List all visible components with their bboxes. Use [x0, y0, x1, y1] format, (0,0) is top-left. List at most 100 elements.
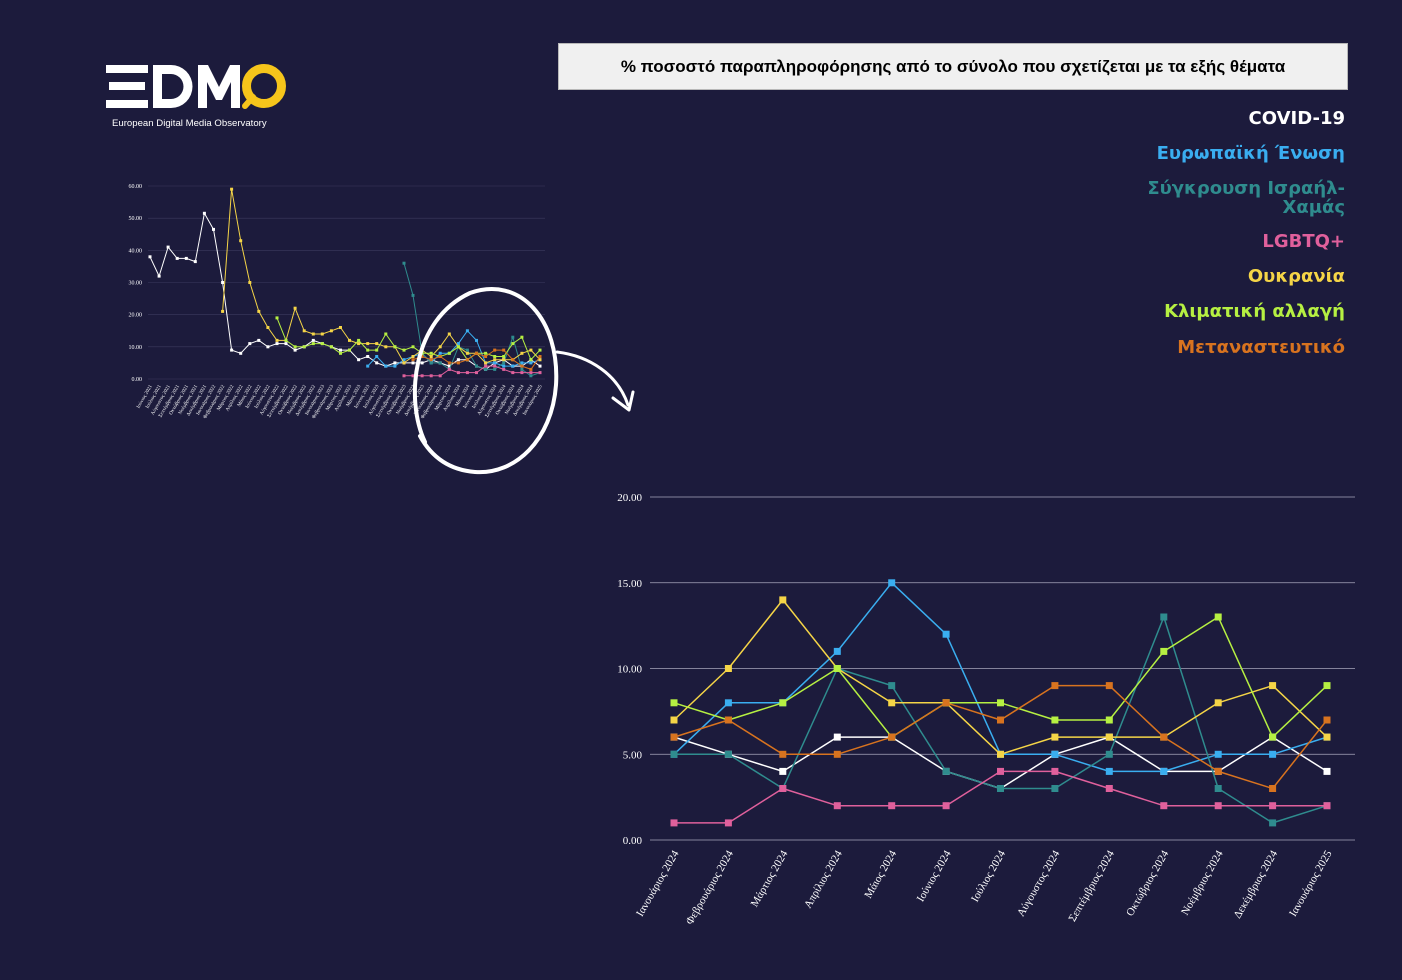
- data-point-israel-hamas: [942, 767, 950, 775]
- data-point-migration: [520, 364, 524, 368]
- chart-title: % ποσοστό παραπληροφόρησης από το σύνολο…: [620, 56, 1286, 76]
- data-point-israel-hamas: [1269, 819, 1277, 827]
- data-point-climate-change: [670, 699, 678, 707]
- data-point-covid-19: [221, 281, 225, 284]
- data-point-migration: [475, 351, 478, 355]
- data-point-lgbtq: [1214, 802, 1222, 810]
- y-tick-label: 60.00: [129, 184, 143, 190]
- data-point-climate-change: [284, 338, 288, 342]
- data-point-ukraine: [411, 355, 415, 358]
- data-point-israel-hamas: [724, 750, 732, 758]
- x-tick-label: Μάιος 2024: [862, 848, 899, 900]
- data-point-ukraine: [1105, 733, 1113, 741]
- data-point-ukraine: [447, 332, 451, 336]
- data-point-ukraine: [670, 716, 678, 724]
- data-point-lgbtq: [493, 364, 497, 368]
- y-tick-label: 15.00: [617, 578, 642, 590]
- data-point-european-union: [511, 364, 515, 368]
- pointer-arrow: [555, 350, 630, 407]
- data-point-climate-change: [1323, 682, 1331, 690]
- series-line-israel-hamas: [403, 263, 541, 377]
- data-point-covid-19: [339, 348, 342, 352]
- data-point-ukraine: [248, 281, 252, 284]
- data-point-european-union: [942, 630, 950, 638]
- data-point-climate-change: [511, 342, 515, 346]
- data-point-climate-change: [311, 342, 315, 346]
- data-point-israel-hamas: [1214, 785, 1222, 792]
- legend-item-migration: Μεταναστευτικό: [1177, 337, 1345, 358]
- logo-magnifier-handle-icon: [242, 94, 256, 109]
- data-point-ukraine: [257, 309, 261, 313]
- data-point-climate-change: [357, 338, 361, 342]
- y-tick-label: 10.00: [129, 345, 143, 351]
- data-point-lgbtq: [456, 371, 460, 375]
- data-point-israel-hamas: [402, 261, 406, 265]
- data-point-lgbtq: [475, 371, 478, 375]
- x-tick-label: Απρίλιος 2024: [802, 848, 845, 910]
- data-point-covid-19: [779, 767, 787, 775]
- series-line-covid-19: [673, 736, 1328, 790]
- data-point-migration: [670, 733, 678, 741]
- data-point-ukraine: [997, 750, 1004, 758]
- data-point-lgbtq: [511, 371, 515, 375]
- data-point-ukraine: [375, 342, 379, 346]
- data-point-ukraine: [538, 358, 542, 362]
- data-point-covid-19: [311, 338, 315, 342]
- data-point-european-union: [465, 329, 469, 333]
- data-point-israel-hamas: [1105, 750, 1113, 758]
- data-point-ukraine: [221, 309, 225, 313]
- data-point-lgbtq: [429, 374, 433, 378]
- data-point-climate-change: [1269, 733, 1277, 741]
- data-point-climate-change: [538, 348, 542, 352]
- data-point-ukraine: [302, 329, 306, 333]
- y-tick-label: 5.00: [623, 749, 643, 761]
- data-point-climate-change: [456, 345, 460, 349]
- x-tick-label: Φεβρουάριος 2024: [684, 848, 736, 927]
- x-tick-label: Ιούλιος 2024: [969, 848, 1008, 904]
- y-tick-label: 40.00: [129, 248, 143, 254]
- data-point-european-union: [1051, 750, 1059, 758]
- data-point-israel-hamas: [438, 361, 442, 365]
- x-tick-label: Μάρτιος 2024: [749, 848, 791, 909]
- data-point-migration: [447, 361, 451, 365]
- data-point-ukraine: [266, 326, 270, 329]
- data-point-ukraine: [724, 665, 732, 672]
- logo-m-letter: [198, 65, 240, 108]
- y-tick-label: 0.00: [132, 377, 143, 383]
- legend-item-european-union: Ευρωπαϊκή Ένωση: [1156, 143, 1345, 164]
- data-point-covid-19: [266, 345, 270, 349]
- data-point-ukraine: [529, 348, 533, 352]
- data-point-lgbtq: [402, 374, 406, 378]
- data-point-ukraine: [484, 361, 488, 365]
- data-point-covid-19: [239, 351, 243, 355]
- data-point-european-union: [1269, 750, 1277, 758]
- main-chart: 0.00 5.00 10.00 15.00 20.00 Ιανουάριος 2024 Φε…: [617, 492, 1355, 927]
- data-point-climate-change: [348, 348, 351, 352]
- data-point-european-union: [402, 358, 406, 362]
- data-point-european-union: [1214, 750, 1222, 758]
- data-point-israel-hamas: [529, 374, 533, 378]
- data-point-migration: [833, 750, 841, 758]
- y-tick-label: 10.00: [617, 664, 642, 676]
- data-point-covid-19: [456, 358, 460, 362]
- data-point-climate-change: [293, 345, 297, 349]
- data-point-migration: [438, 355, 442, 358]
- data-point-israel-hamas: [888, 682, 896, 690]
- data-point-covid-19: [411, 361, 415, 365]
- data-point-lgbtq: [420, 374, 424, 378]
- data-point-covid-19: [284, 342, 288, 346]
- y-tick-label: 50.00: [129, 216, 143, 222]
- data-point-migration: [411, 358, 415, 362]
- data-point-climate-change: [484, 351, 488, 355]
- y-tick-label: 20.00: [617, 492, 642, 504]
- data-point-covid-19: [166, 245, 170, 249]
- data-point-lgbtq: [465, 371, 469, 375]
- series-line-ukraine: [673, 599, 1328, 756]
- series-line-ukraine: [222, 188, 541, 364]
- data-point-migration: [465, 358, 469, 362]
- x-tick-label: Ιανουάριος 2025: [1287, 848, 1335, 919]
- data-point-lgbtq: [484, 364, 488, 368]
- data-point-climate-change: [329, 345, 333, 349]
